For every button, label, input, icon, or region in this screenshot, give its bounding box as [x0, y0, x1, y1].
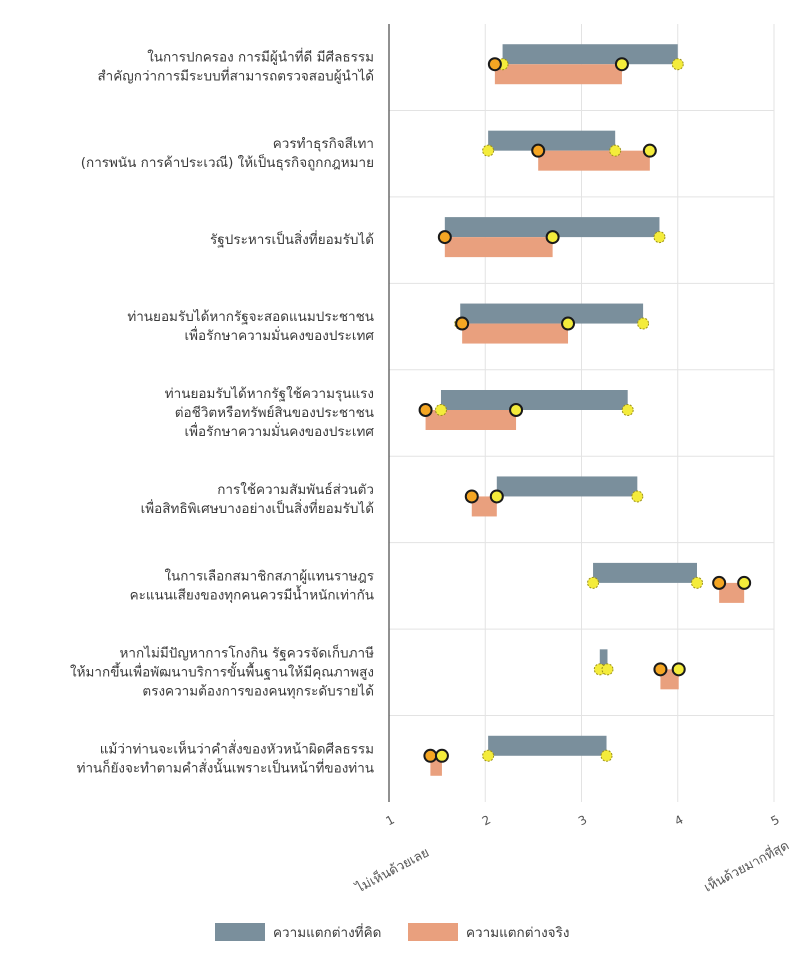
perceived-dot	[621, 404, 634, 416]
perceived-dot	[482, 749, 495, 762]
x-tick-label: 2	[480, 812, 493, 828]
row-label: ต่อชีวิตหรือทรัพย์สินของประชาชน	[175, 404, 374, 421]
actual-bar	[494, 64, 622, 85]
actual-bar	[430, 755, 442, 776]
perceived-bar	[599, 649, 608, 670]
x-tick-label: 4	[672, 812, 685, 828]
perceived-dot	[601, 663, 614, 676]
perceived-dot	[631, 490, 644, 503]
perceived-dot	[434, 404, 447, 416]
row-label: หากไม่มีปัญหาการโกงกิน รัฐควรจัดเก็บภาษี	[120, 643, 375, 661]
actual-bar	[471, 496, 497, 517]
actual-dot	[671, 662, 686, 677]
legend-swatch-actual	[408, 923, 458, 941]
row-label: ท่านยอมรับได้หากรัฐใช้ความรุนแรง	[165, 385, 374, 402]
perceived-bar	[488, 130, 616, 151]
row-label: เพื่อสิทธิพิเศษบางอย่างเป็นสิ่งที่ยอมรับ…	[141, 499, 374, 517]
actual-dot	[614, 57, 629, 72]
row-label: ท่านก็ยังจะทำตามคำสั่งนั้นเพราะเป็นหน้าท…	[77, 757, 374, 776]
perceived-dot	[600, 749, 613, 762]
perceived-dot	[609, 144, 622, 157]
row-label: ตรงความต้องการของคนทุกระดับรายได้	[142, 683, 374, 699]
perceived-bar	[488, 735, 607, 756]
x-tick-label: 1	[383, 812, 396, 828]
perceived-bar	[460, 303, 644, 324]
perceived-bar	[440, 390, 628, 410]
actual-bar	[538, 150, 650, 171]
actual-bar	[719, 582, 745, 603]
row-label: แม้ว่าท่านจะเห็นว่าคำสั่งของหัวหน้าผิดศี…	[100, 739, 374, 757]
actual-dot	[653, 662, 668, 677]
perceived-bar	[593, 562, 697, 583]
x-tick-label: 3	[576, 812, 589, 828]
row-label: ให้มากขึ้นเพื่อพัฒนาบริการขั้นพื้นฐานให้…	[70, 661, 374, 680]
perceived-dot	[653, 231, 666, 244]
x-axis-left-label: ไม่เห็นด้วยเลย	[352, 843, 432, 897]
actual-dot	[464, 489, 479, 504]
legend-swatch-perceived	[215, 923, 265, 941]
actual-dot	[487, 57, 502, 72]
perceived-bar	[444, 217, 660, 238]
actual-dot	[434, 748, 449, 763]
row-label: ท่านยอมรับได้หากรัฐจะสอดแนมประชาชน	[127, 309, 374, 325]
row-label: การใช้ความสัมพันธ์ส่วนตัว	[217, 481, 374, 498]
perceived-bar	[496, 476, 638, 497]
actual-dot	[642, 143, 657, 158]
row-label: คะแนนเสียงของทุกคนควรมีน้ำหนักเท่ากัน	[130, 584, 374, 603]
row-label: รัฐประหารเป็นสิ่งที่ยอมรับได้	[210, 230, 374, 248]
actual-dot	[712, 575, 727, 590]
perceived-dot	[671, 58, 684, 71]
legend-label-perceived: ความแตกต่างที่คิด	[273, 923, 381, 941]
row-label: เพื่อรักษาความมั่นคงของประเทศ	[185, 422, 375, 440]
perceived-dot	[587, 576, 600, 589]
x-tick-label: 5	[768, 812, 781, 828]
actual-dot	[489, 489, 504, 504]
actual-dot	[737, 575, 752, 590]
x-axis-right-label: เห็นด้วยมากที่สุด	[700, 836, 791, 896]
perceived-dot	[482, 144, 495, 157]
actual-dot	[423, 748, 438, 763]
perceived-dot	[637, 317, 650, 330]
row-label: เพื่อรักษาความมั่นคงของประเทศ	[185, 326, 375, 344]
actual-bar	[425, 410, 517, 430]
perceived-bar	[502, 44, 678, 65]
actual-dot	[531, 143, 546, 158]
actual-dot	[509, 403, 524, 417]
perceived-dot	[691, 576, 703, 589]
row-label: ในการปกครอง การมีผู้นำที่ดี มีศีลธรรม	[147, 48, 374, 66]
actual-bar	[462, 323, 569, 344]
actual-dot	[437, 230, 452, 245]
row-label: ควรทำธุรกิจสีเทา	[273, 136, 374, 152]
actual-bar	[444, 237, 553, 258]
row-label: สำคัญกว่าการมีระบบที่สามารถตรวจสอบผู้นำไ…	[97, 67, 374, 85]
row-label: ในการเลือกสมาชิกสภาผู้แทนราษฎร	[164, 567, 374, 584]
legend-label-actual: ความแตกต่างจริง	[466, 925, 569, 941]
actual-dot	[455, 316, 470, 331]
actual-dot	[545, 230, 560, 245]
row-label: (การพนัน การค้าประเวณี) ให้เป็นธุรกิจถูก…	[81, 153, 374, 171]
actual-dot	[561, 316, 576, 331]
actual-dot	[418, 403, 433, 417]
